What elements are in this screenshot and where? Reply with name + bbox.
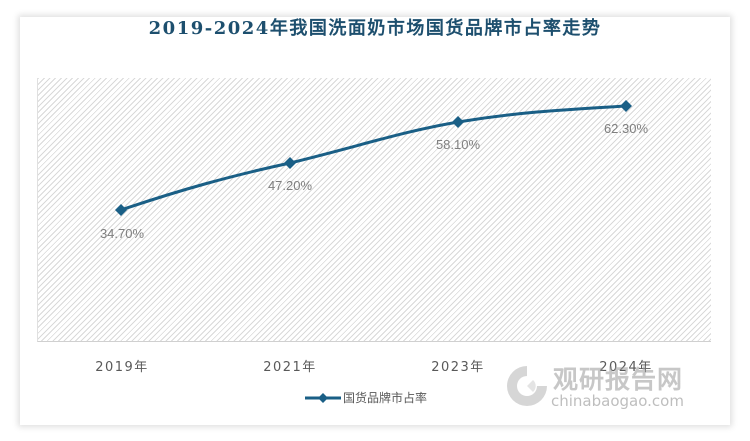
x-tick-label: 2019年 [95, 360, 149, 375]
legend-label: 国货品牌市占率 [343, 391, 428, 405]
watermark-en: chinabaogao.com [551, 392, 684, 410]
data-label: 47.20% [267, 178, 313, 193]
watermark-logo-icon [507, 366, 547, 406]
legend-line-marker-icon [305, 392, 341, 403]
data-label: 62.30% [603, 121, 649, 136]
series-line [120, 104, 627, 212]
watermark: 观研报告网 chinabaogao.com [503, 360, 703, 412]
watermark-cn: 观研报告网 [553, 365, 684, 394]
diamond-marker-icon [115, 204, 127, 216]
data-label: 58.10% [435, 137, 481, 152]
diamond-marker-icon [452, 116, 464, 128]
legend: 国货品牌市占率 [305, 389, 427, 406]
plot-area [37, 78, 711, 342]
diamond-marker-icon [284, 157, 296, 169]
diamond-marker-icon [620, 100, 632, 112]
data-label: 34.70% [99, 226, 145, 241]
x-tick-label: 2023年 [431, 360, 485, 375]
x-tick-label: 2021年 [263, 360, 317, 375]
chart-title: 2019-2024年我国洗面奶市场国货品牌市占率走势 [148, 18, 602, 39]
x-tick-label: 2024年 [599, 360, 653, 375]
